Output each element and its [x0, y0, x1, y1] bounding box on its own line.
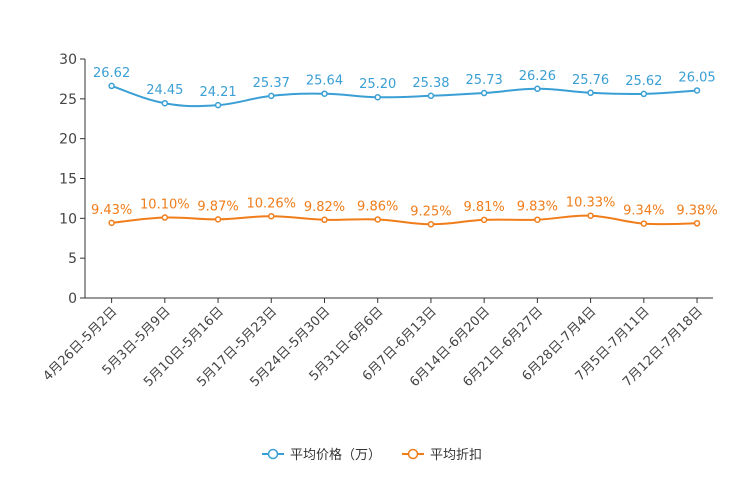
data-label: 25.76 — [572, 73, 609, 88]
data-label: 26.26 — [519, 69, 556, 84]
legend-marker — [407, 448, 419, 460]
legend-label: 平均价格（万） — [290, 447, 381, 463]
data-label: 9.81% — [463, 200, 504, 215]
legend[interactable]: 平均价格（万） 平均折扣 — [262, 447, 482, 463]
data-point[interactable] — [374, 216, 381, 223]
series-0: 26.62 24.45 24.21 25.37 25.64 25.20 25.38 25.73… — [93, 66, 716, 109]
data-point[interactable] — [161, 99, 169, 107]
data-label: 10.26% — [246, 196, 296, 211]
legend-marker — [267, 448, 279, 460]
data-point[interactable] — [268, 213, 275, 220]
data-label: 9.82% — [304, 200, 345, 215]
y-tick-label: 20 — [59, 132, 77, 148]
x-axis: 4月26日-5月2日5月3日-5月9日5月10日-5月16日5月17日-5月23… — [41, 297, 713, 390]
series-line — [111, 84, 698, 108]
data-point[interactable] — [108, 219, 115, 227]
data-label: 25.73 — [466, 73, 503, 88]
data-label: 9.86% — [357, 199, 398, 214]
data-point[interactable] — [374, 93, 381, 101]
legend-item[interactable]: 平均价格（万） — [262, 447, 381, 463]
legend-item[interactable]: 平均折扣 — [402, 448, 482, 463]
data-label: 9.43% — [91, 203, 132, 218]
data-point[interactable] — [427, 92, 435, 100]
y-tick-label: 0 — [68, 291, 77, 307]
legend-label: 平均折扣 — [430, 448, 482, 463]
y-tick-label: 25 — [59, 92, 77, 108]
series-layer: 26.62 24.45 24.21 25.37 25.64 25.20 25.38 25.73… — [91, 66, 718, 228]
data-label: 9.34% — [623, 204, 664, 219]
data-label: 10.10% — [140, 198, 190, 213]
data-point[interactable] — [321, 216, 328, 224]
y-tick-label: 10 — [59, 211, 77, 227]
data-point[interactable] — [587, 89, 594, 97]
data-label: 25.38 — [412, 76, 449, 91]
y-axis: 0 5 10 15 20 25 30 — [59, 52, 86, 307]
data-label: 10.33% — [566, 196, 616, 211]
data-label: 25.20 — [359, 77, 396, 92]
y-tick-label: 30 — [59, 52, 77, 68]
series-1: 9.43% 10.10% 9.87% 10.26% 9.82% 9.86% 9.25% 9.8… — [91, 196, 718, 228]
data-point[interactable] — [534, 216, 541, 223]
data-point[interactable] — [480, 89, 488, 97]
data-point[interactable] — [640, 90, 648, 98]
series-line — [111, 214, 698, 226]
data-label: 9.38% — [676, 203, 717, 218]
data-label: 9.25% — [410, 204, 451, 219]
y-tick-label: 15 — [59, 172, 77, 188]
data-label: 25.64 — [306, 74, 343, 89]
data-point[interactable] — [268, 92, 275, 100]
data-point[interactable] — [214, 216, 222, 223]
data-point[interactable] — [161, 214, 169, 221]
data-label: 9.87% — [197, 199, 238, 214]
data-label: 25.62 — [625, 74, 662, 89]
y-tick-label: 5 — [68, 251, 77, 267]
data-point[interactable] — [640, 220, 648, 227]
data-label: 9.83% — [517, 200, 558, 215]
data-label: 26.62 — [93, 66, 130, 81]
data-point[interactable] — [693, 87, 701, 94]
data-label: 26.05 — [678, 70, 715, 85]
data-point[interactable] — [587, 212, 594, 219]
data-label: 25.37 — [253, 76, 290, 91]
data-label: 24.45 — [146, 83, 183, 98]
data-point[interactable] — [427, 221, 435, 228]
data-point[interactable] — [693, 220, 701, 227]
data-point[interactable] — [214, 101, 222, 109]
data-label: 24.21 — [199, 85, 236, 100]
data-point[interactable] — [480, 216, 488, 224]
data-point[interactable] — [534, 85, 541, 93]
data-point[interactable] — [108, 82, 115, 90]
data-point[interactable] — [321, 90, 328, 97]
